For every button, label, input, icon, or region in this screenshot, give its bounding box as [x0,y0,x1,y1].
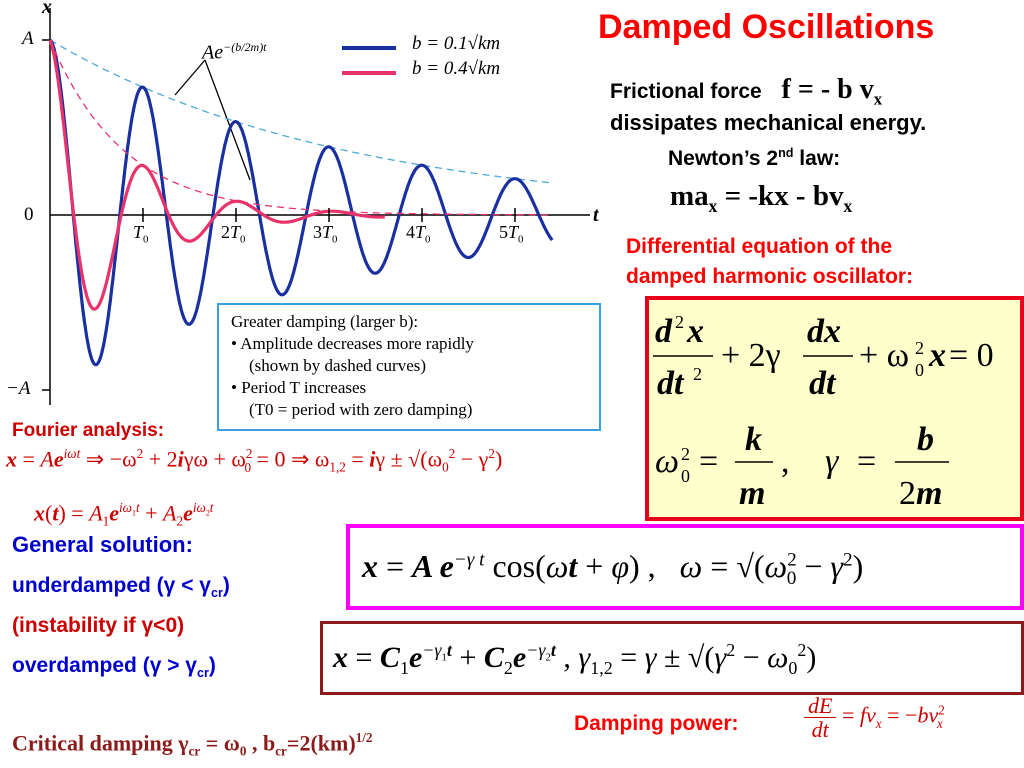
damping-power-formula: dE dt = fvx = −bv2x [804,694,945,741]
svg-text:dt: dt [809,365,837,402]
svg-text:x: x [686,313,704,350]
overdamped-label: overdamped (γ > γcr) [12,654,216,681]
svg-text:b: b [917,421,934,458]
legend-label-blue: b = 0.1√km [412,33,501,54]
series-b-0-1 [48,38,554,367]
x-tick-label: 2T0 [221,222,246,246]
general-fourier-sum: x(t) = A1eiω1t + A2eiω2t [34,500,214,529]
svg-text:0: 0 [915,360,924,380]
svg-text:2: 2 [681,444,690,464]
underdamped-solution-formula: x = A e−γ t cos(ωt + φ) , ω = √(ω20 − γ2… [362,548,864,590]
svg-text:dx: dx [807,313,841,350]
svg-text:d: d [655,313,673,350]
damping-power-label: Damping power: [574,712,739,735]
chart-axes [42,8,590,405]
note-line: (T0 = period with zero damping) [249,400,473,419]
x-tick-label: 5T0 [499,222,524,246]
overdamped-solution-box: x = C1e−γ1t + C2e−γ2t , γ1,2 = γ ± √(γ2 … [320,621,1024,695]
underdamped-label: underdamped (γ < γcr) [12,574,230,601]
page-title: Damped Oscillations [598,8,935,46]
svg-text:2: 2 [675,312,684,332]
svg-text:=: = [699,443,718,480]
envelope-curve [49,39,553,216]
legend-swatch-blue [342,46,396,50]
series-b-0-4 [48,39,385,311]
newton-eq: max = -kx - bvx [670,180,853,216]
frictional-force-line: Frictional force f = - b vx [610,74,882,110]
fourier-equation: x = Aeiωt ⇒ −ω2 + 2iγω + ω20 = 0 ⇒ ω1,2 … [6,446,503,475]
newton-law-line: Newton’s 2nd law: [668,146,841,170]
svg-text:+ ω: + ω [859,337,909,374]
general-solution-label: General solution: [12,532,193,557]
critical-damping: Critical damping γcr = ω0 , bcr=2(km)1/2 [12,730,373,759]
svg-text:,: , [781,443,790,480]
svg-text:dt: dt [657,365,685,402]
svg-text:0: 0 [681,466,690,486]
x-tick-label: 4T0 [406,222,431,246]
underdamped-solution-box: x = A e−γ t cos(ωt + φ) , ω = √(ω20 − γ2… [346,524,1024,610]
note-line: Greater damping (larger b): [231,312,419,331]
dissipates-line: dissipates mechanical energy. [610,110,927,135]
envelope-label: Ae−(b/2m)t [202,40,267,64]
y-tick-neg-A: −A [6,378,31,399]
svg-text:2: 2 [693,364,702,384]
damped-oscillation-chart [42,8,590,405]
legend-label-pink: b = 0.4√km [412,58,501,79]
x-axis-label: t [593,204,599,226]
y-axis-label: x [42,0,52,18]
svg-text:+ 2γ: + 2γ [721,337,781,374]
x-tick-label: 3T0 [313,222,338,246]
svg-text:γ: γ [825,443,840,480]
svg-text:k: k [745,421,762,458]
svg-text:=: = [857,443,876,480]
frictional-force-label: Frictional force [610,80,762,103]
diff-eq-box: d 2 x dt 2 + 2γ dx dt + ω 2 0 x = 0 ω 2 … [645,296,1024,521]
svg-text:ω: ω [655,443,679,480]
legend-swatch-pink [342,71,396,75]
note-line: (shown by dashed curves) [249,356,427,375]
y-tick-zero: 0 [24,204,34,225]
x-tick-label: T0 [133,222,149,246]
envelope-pointer [204,59,251,181]
overdamped-solution-formula: x = C1e−γ1t + C2e−γ2t , γ1,2 = γ ± √(γ2 … [333,640,817,678]
diff-eq-caption: Differential equation of the damped harm… [626,235,914,288]
y-tick-A: A [22,28,34,49]
fourier-label: Fourier analysis: [12,420,165,441]
svg-text:2: 2 [915,338,924,358]
svg-text:m: m [739,475,765,512]
diff-eq-formula: d 2 x dt 2 + 2γ dx dt + ω 2 0 x = 0 ω 2 … [653,312,994,512]
svg-text:= 0: = 0 [949,337,994,374]
chart-ticks [142,208,516,222]
note-line: • Period T increases [231,378,367,397]
envelope-pointer [174,59,206,96]
instability-label: (instability if γ<0) [12,614,185,637]
svg-text:x: x [928,337,946,374]
frictional-force-eq: f = - b vx [781,74,883,109]
note-box: Greater damping (larger b): • Amplitude … [217,303,601,431]
note-line: • Amplitude decreases more rapidly [231,334,474,353]
svg-text:2m: 2m [899,475,942,512]
